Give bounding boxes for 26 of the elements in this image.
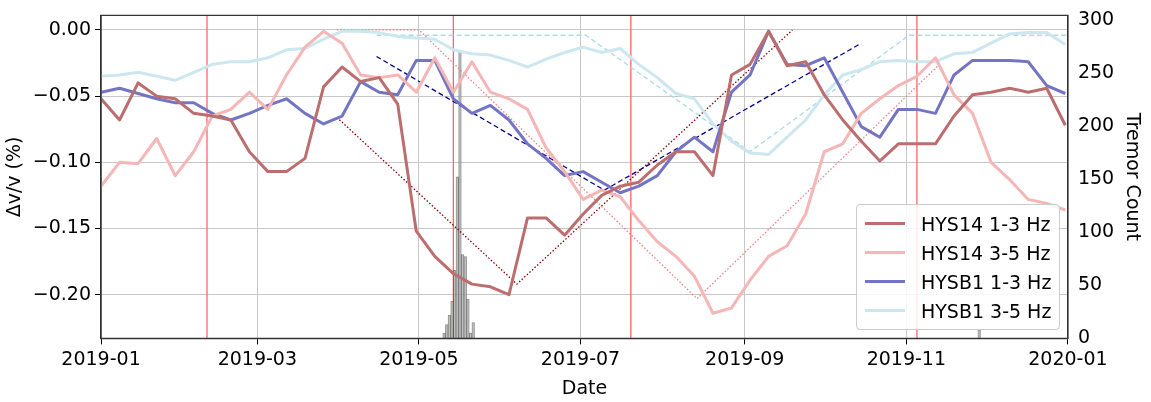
- x-tick-label: 2019-01: [61, 346, 141, 369]
- legend-label: HYSB1 3-5 Hz: [920, 299, 1052, 322]
- legend-label: HYS14 1-3 Hz: [920, 212, 1051, 235]
- x-tick-label: 2019-09: [705, 346, 785, 369]
- x-axis-title: Date: [561, 375, 608, 398]
- y2-tick-label: 100: [1077, 219, 1115, 242]
- y2-tick-label: 300: [1077, 6, 1115, 29]
- x-tick-label: 2020-01: [1028, 346, 1108, 369]
- x-tick-label: 2019-07: [540, 346, 621, 369]
- y2-tick-label: 0: [1077, 325, 1091, 348]
- legend-label: HYS14 3-5 Hz: [920, 241, 1051, 264]
- x-tick-label: 2019-05: [379, 346, 459, 369]
- y2-tick-label: 150: [1077, 165, 1115, 188]
- y-tick-label: −0.05: [32, 83, 92, 106]
- y2-tick-label: 200: [1077, 112, 1115, 135]
- y-tick-label: 0.00: [48, 16, 92, 39]
- y2-tick-label: 250: [1077, 59, 1115, 82]
- y2-tick-label: 50: [1077, 272, 1103, 295]
- y-tick-label: −0.20: [32, 281, 92, 304]
- legend-label: HYSB1 1-3 Hz: [920, 270, 1052, 293]
- y-axis-title: Δv/v (%): [2, 136, 25, 218]
- x-tick-label: 2019-11: [866, 346, 947, 369]
- y2-axis-title: Tremor Count: [1122, 111, 1145, 242]
- y-tick-label: −0.15: [32, 215, 92, 238]
- y-tick-label: −0.10: [32, 149, 92, 172]
- x-tick-label: 2019-03: [217, 346, 298, 369]
